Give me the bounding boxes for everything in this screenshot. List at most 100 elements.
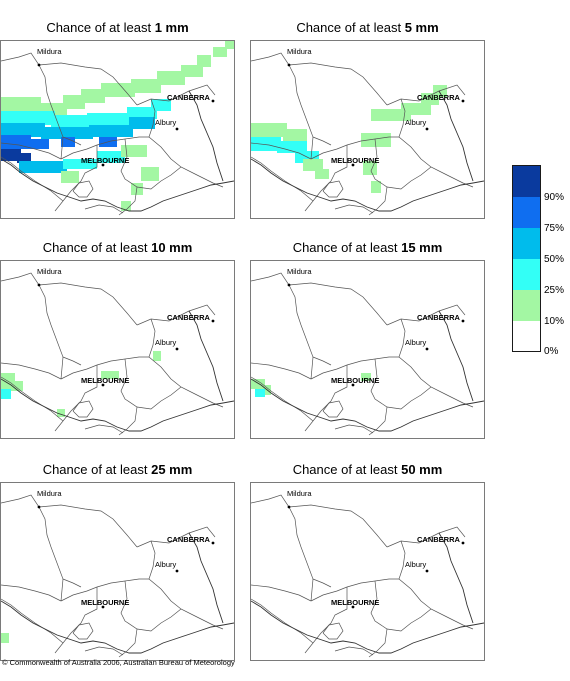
boundary-line	[386, 304, 466, 326]
boundary-line	[62, 136, 82, 146]
boundary-line	[251, 362, 312, 380]
district-boundaries	[1, 52, 234, 216]
boundary-line	[288, 282, 388, 326]
boundary-line	[322, 180, 344, 198]
boundary-line	[370, 358, 432, 410]
melbourne-label: MELBOURNE	[81, 598, 129, 607]
map-15mm: Mildura CANBERRA Albury MELBOURNE	[250, 260, 485, 439]
albury-label: Albury	[405, 338, 427, 347]
boundary-line	[370, 580, 432, 632]
boundary-line	[322, 400, 344, 418]
mildura-label: Mildura	[37, 267, 62, 276]
legend-swatch-50-75	[513, 228, 540, 259]
probability-cell	[401, 103, 431, 115]
boundary-line	[251, 52, 314, 160]
boundary-line	[148, 98, 224, 188]
boundary-line	[148, 318, 224, 408]
probability-cell	[1, 389, 11, 399]
boundary-line	[118, 186, 138, 216]
canberra-marker	[461, 319, 465, 323]
probability-cell	[131, 79, 161, 93]
probability-cell	[127, 107, 157, 119]
probability-cell	[255, 389, 265, 397]
rainfall-probability-shading	[251, 85, 447, 193]
panel-1mm: Chance of at least 1 mm Mildura CANBERRA A…	[0, 20, 235, 239]
albury-label: Albury	[405, 118, 427, 127]
map-canvas: Mildura CANBERRA Albury MELBOURNE	[1, 41, 234, 216]
probability-cell	[1, 633, 9, 643]
probability-cell	[197, 55, 211, 67]
melbourne-label: MELBOURNE	[81, 376, 129, 385]
legend-swatch-90-100	[513, 166, 540, 197]
coastline	[1, 378, 234, 432]
panel-25mm: Chance of at least 25 mm Mildura CANBERRA…	[0, 462, 235, 681]
boundary-line	[386, 526, 466, 548]
canberra-label: CANBERRA	[167, 93, 211, 102]
albury-marker	[175, 127, 179, 131]
state-border	[188, 532, 224, 624]
boundary-line	[120, 358, 182, 410]
mildura-label: Mildura	[287, 267, 312, 276]
melbourne-marker	[101, 383, 105, 387]
probability-cell	[129, 117, 155, 129]
probability-cell	[225, 41, 234, 49]
boundary-line	[60, 356, 149, 380]
boundary-line	[38, 282, 138, 326]
melbourne-label: MELBOURNE	[331, 598, 379, 607]
legend-color-bar	[512, 165, 541, 352]
boundary-line	[334, 424, 374, 434]
boundary-line	[84, 646, 124, 656]
canberra-marker	[211, 541, 215, 545]
panel-5mm: Chance of at least 5 mm Mildura CANBERRA A…	[250, 20, 485, 239]
melbourne-marker	[351, 605, 355, 609]
boundary-line	[312, 136, 332, 146]
probability-cell	[151, 99, 171, 111]
boundary-line	[398, 318, 474, 408]
probability-cell	[361, 133, 391, 147]
probability-cell	[101, 371, 119, 379]
probability-cell	[141, 167, 159, 181]
albury-marker	[425, 347, 429, 351]
state-border	[438, 90, 474, 182]
probability-legend: 90% 75% 50% 25% 10% 0%	[511, 165, 570, 357]
coastline	[251, 600, 484, 654]
melbourne-marker	[351, 383, 355, 387]
legend-tick-25: 25%	[544, 285, 565, 296]
albury-marker	[425, 569, 429, 573]
map-canvas: Mildura CANBERRA Albury MELBOURNE	[251, 267, 484, 436]
panel-title: Chance of at least 15 mm	[292, 240, 443, 255]
boundary-line	[288, 62, 388, 106]
probability-cell	[87, 113, 131, 125]
coastline	[1, 158, 234, 212]
albury-label: Albury	[405, 560, 427, 569]
legend-tick-50: 50%	[544, 254, 565, 265]
boundary-line	[251, 376, 314, 422]
probability-cell	[97, 151, 125, 163]
map-25mm: Mildura CANBERRA Albury MELBOURNE	[0, 482, 235, 661]
boundary-line	[1, 584, 62, 602]
boundary-line	[72, 400, 94, 418]
albury-marker	[175, 569, 179, 573]
panel-title: Chance of at least 10 mm	[42, 240, 193, 255]
coastline	[251, 158, 484, 212]
map-canvas: Mildura CANBERRA Albury MELBOURNE	[251, 47, 484, 216]
coastline	[251, 378, 484, 432]
boundary-line	[251, 142, 312, 160]
panel-50mm: Chance of at least 50 mm Mildura CANBERRA…	[250, 462, 485, 681]
probability-cell	[11, 381, 23, 391]
probability-cell	[63, 95, 85, 109]
boundary-line	[368, 628, 388, 658]
probability-cell	[81, 89, 105, 103]
map-1mm: Mildura CANBERRA Albury MELBOURNE	[0, 40, 235, 219]
boundary-line	[120, 580, 182, 632]
legend-tick-10: 10%	[544, 316, 565, 327]
legend-swatch-25-50	[513, 259, 540, 290]
panel-15mm: Chance of at least 15 mm Mildura CANBERRA…	[250, 240, 485, 459]
boundary-line	[60, 578, 149, 602]
boundary-line	[1, 156, 64, 202]
probability-cell	[57, 409, 65, 417]
probability-cell	[303, 159, 323, 171]
boundary-line	[288, 504, 388, 548]
canberra-marker	[211, 319, 215, 323]
legend-tick-0: 0%	[544, 346, 559, 357]
